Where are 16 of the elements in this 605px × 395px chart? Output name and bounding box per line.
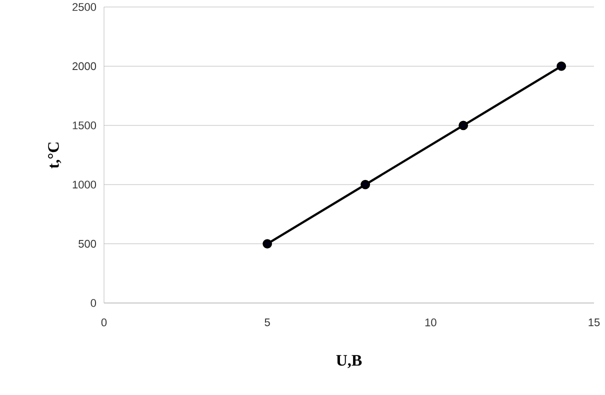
y-tick-label: 2000 [72,62,96,70]
point [262,239,272,248]
point [360,180,370,190]
point [556,62,566,71]
y-axis-title: t,°C [48,142,62,168]
x-tick-label: 10 [425,318,436,326]
x-tick-label: 0 [101,318,107,326]
x-axis-title: U,B [336,355,362,368]
x-tick-label: 5 [264,318,270,326]
point [458,120,468,130]
y-tick-label: 2500 [72,3,96,11]
y-tick-label: 500 [78,240,96,248]
y-tick-label: 1500 [72,121,96,130]
x-tick-label: 15 [588,318,600,326]
y-tick-label: 0 [90,299,96,307]
y-tick-label: 1000 [72,180,96,188]
